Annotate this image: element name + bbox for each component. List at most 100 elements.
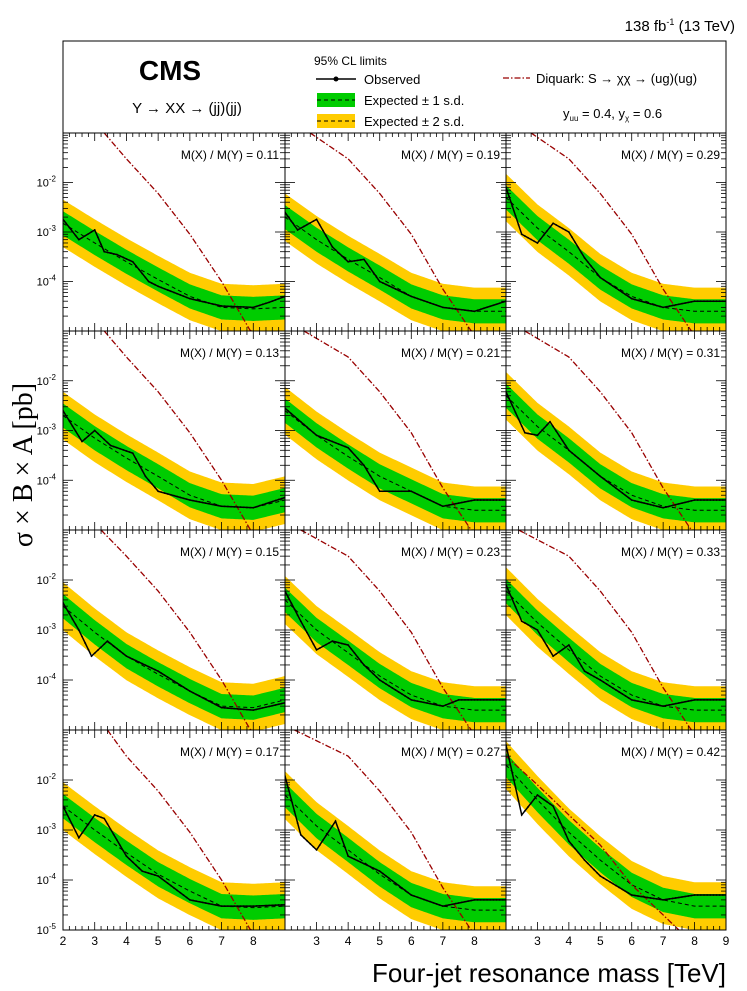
- y-tick-exponent: -3: [49, 423, 57, 432]
- observed-point: [618, 289, 621, 292]
- observed-point: [517, 800, 520, 802]
- observed-point: [182, 894, 185, 897]
- observed-point: [277, 498, 280, 501]
- observed-point: [214, 504, 217, 506]
- panel-label: M(X) / M(Y) = 0.33: [621, 545, 720, 559]
- observed-point: [325, 834, 327, 837]
- panel-plot-area: [285, 331, 506, 530]
- observed-point: [265, 502, 267, 505]
- observed-point: [674, 897, 677, 899]
- observed-point: [233, 305, 236, 308]
- observed-point: [271, 704, 274, 707]
- observed-point: [611, 285, 614, 287]
- observed-point: [574, 654, 577, 657]
- observed-point: [138, 268, 141, 271]
- lumi-exponent: -1: [666, 17, 675, 27]
- observed-point: [154, 486, 156, 489]
- y-tick-label: 10-3: [37, 622, 57, 637]
- observed-point: [103, 438, 106, 441]
- observed-point: [106, 822, 109, 825]
- observed-point: [652, 504, 655, 507]
- observed-point: [640, 300, 643, 303]
- observed-point: [426, 702, 428, 704]
- observed-point: [684, 895, 687, 898]
- observed-point: [315, 218, 318, 221]
- observed-point: [602, 477, 605, 480]
- observed-point: [624, 890, 627, 893]
- observed-point: [255, 505, 258, 508]
- observed-point: [423, 898, 425, 901]
- observed-point: [479, 698, 482, 701]
- observed-point: [71, 618, 74, 621]
- observed-point: [495, 698, 498, 701]
- observed-point: [287, 410, 290, 412]
- observed-point: [486, 306, 488, 309]
- observed-point: [306, 631, 308, 634]
- observed-point: [586, 465, 589, 467]
- observed-point: [299, 420, 302, 423]
- observed-point: [157, 285, 160, 288]
- observed-point: [643, 701, 646, 704]
- observed-point: [489, 698, 492, 701]
- observed-point: [344, 445, 346, 448]
- observed-point: [147, 280, 150, 283]
- observed-point: [246, 708, 248, 711]
- observed-point: [699, 499, 702, 501]
- observed-point: [712, 300, 715, 303]
- observed-point: [558, 435, 561, 437]
- observed-point: [602, 877, 605, 879]
- observed-point: [545, 800, 548, 803]
- observed-point: [454, 902, 457, 905]
- observed-point: [204, 902, 207, 904]
- observed-point: [564, 833, 567, 836]
- observed-point: [369, 865, 372, 868]
- observed-point: [517, 613, 520, 615]
- observed-point: [150, 282, 153, 284]
- observed-point: [514, 605, 517, 608]
- observed-point: [217, 705, 220, 707]
- observed-point: [150, 873, 153, 876]
- observed-point: [116, 839, 118, 841]
- expected-band-2sd: [285, 771, 506, 930]
- observed-point: [699, 300, 702, 303]
- observed-point: [255, 905, 258, 907]
- observed-point: [315, 434, 318, 437]
- observed-point: [207, 302, 210, 304]
- observed-point: [659, 898, 661, 901]
- observed-point: [580, 251, 583, 254]
- observed-point: [299, 620, 302, 623]
- observed-point: [583, 256, 586, 259]
- observed-point: [144, 871, 147, 874]
- observed-point: [483, 698, 485, 701]
- observed-point: [356, 656, 359, 658]
- observed-point: [479, 308, 482, 311]
- observed-point: [448, 903, 451, 906]
- observed-point: [659, 305, 661, 308]
- observed-point: [233, 707, 236, 710]
- expected-band-2sd: [506, 741, 726, 930]
- observed-point: [473, 310, 476, 313]
- observed-point: [68, 817, 71, 820]
- expected-line: [63, 415, 285, 509]
- observed-point: [309, 429, 312, 431]
- panel-plot-area: [63, 730, 285, 930]
- observed-point: [438, 305, 441, 308]
- observed-point: [567, 840, 570, 842]
- observed-point: [366, 469, 368, 472]
- observed-point: [454, 502, 457, 505]
- observed-point: [106, 640, 109, 642]
- observed-point: [435, 304, 438, 307]
- expected-band-2sd: [506, 567, 726, 730]
- observed-point: [624, 293, 627, 296]
- observed-point: [652, 703, 655, 706]
- observed-point: [334, 248, 337, 251]
- expected-band-1sd: [285, 205, 506, 324]
- observed-point: [116, 446, 118, 449]
- observed-point: [486, 698, 488, 701]
- y-tick-label: 10-2: [37, 175, 57, 190]
- legend-observed: Observed: [316, 72, 420, 87]
- observed-point: [303, 836, 305, 839]
- panel-plot-area: [63, 133, 285, 331]
- panel-plot-area: [63, 530, 285, 730]
- observed-point: [116, 253, 118, 256]
